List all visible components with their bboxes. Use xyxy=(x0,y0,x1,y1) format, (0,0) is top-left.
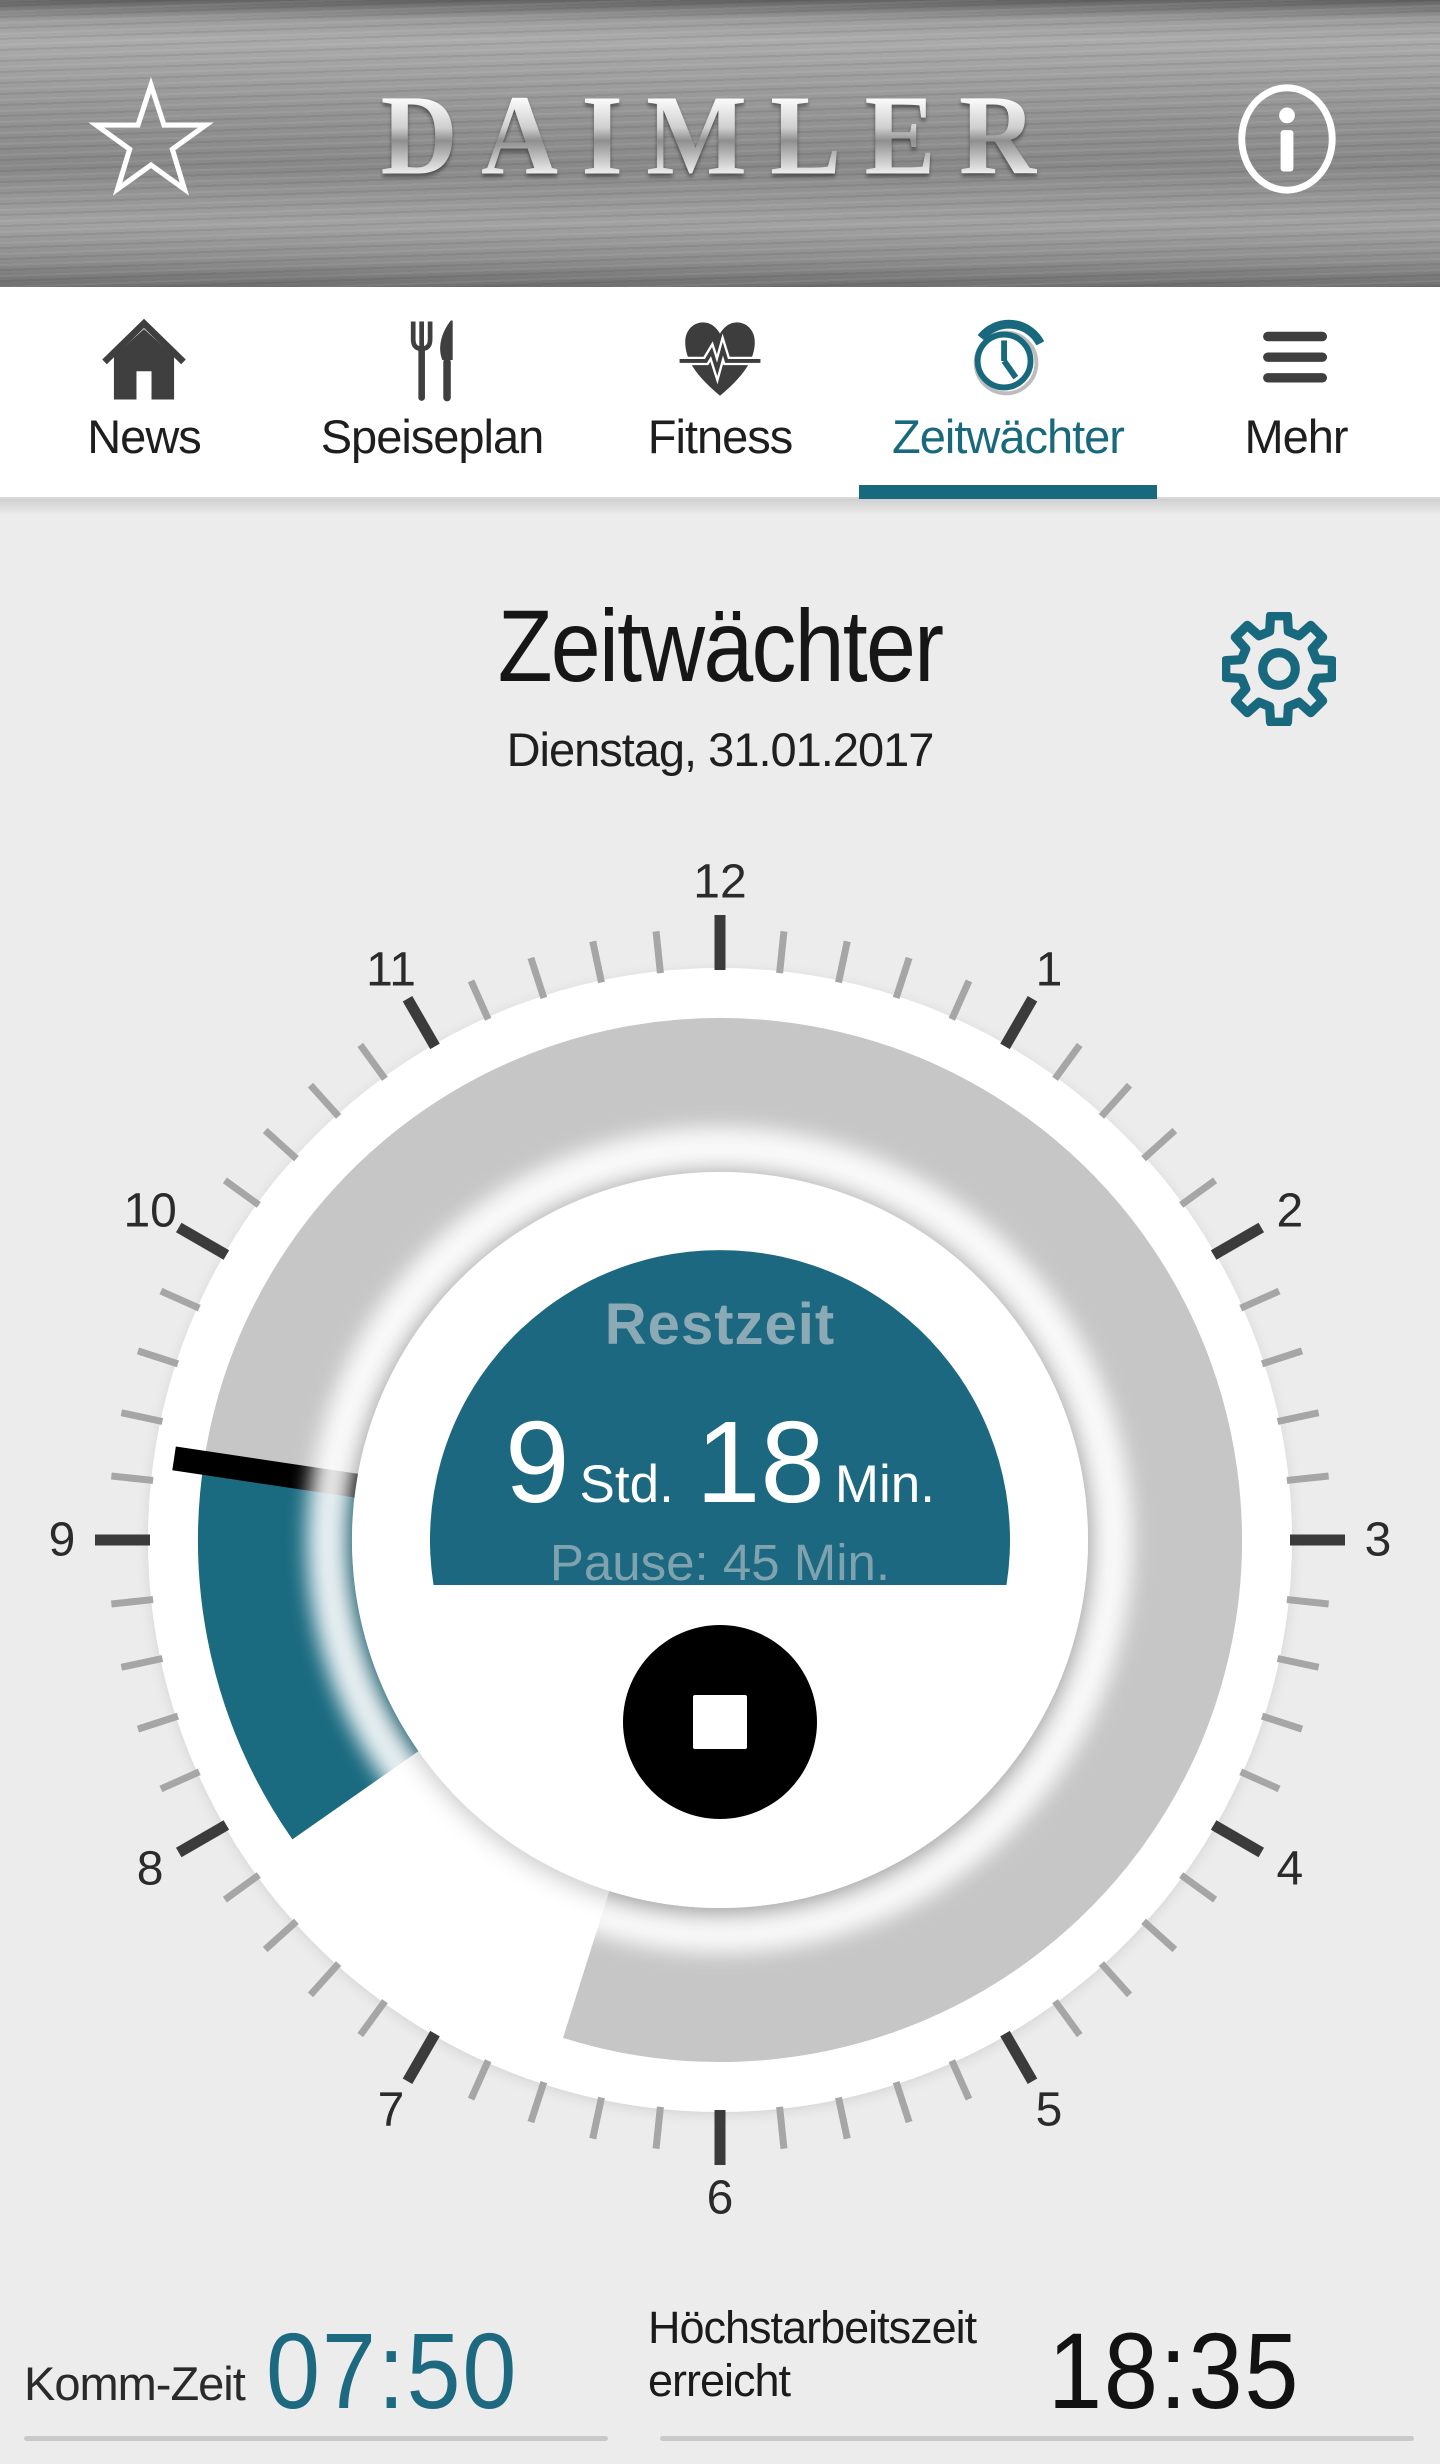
max-worktime-label-line1: Höchstarbeitszeit xyxy=(648,2302,977,2353)
info-icon xyxy=(1228,84,1346,201)
remaining-time-value: 9 Std. 18 Min. xyxy=(505,1397,935,1527)
svg-text:7: 7 xyxy=(378,2083,405,2136)
svg-text:9: 9 xyxy=(49,1514,76,1567)
max-worktime-label-line2: erreicht xyxy=(648,2354,791,2406)
heart-pulse-icon xyxy=(673,313,767,407)
menu-icon xyxy=(1249,313,1343,407)
svg-text:2: 2 xyxy=(1276,1185,1303,1238)
clock-icon xyxy=(961,313,1055,407)
svg-text:1: 1 xyxy=(1036,944,1063,997)
star-icon xyxy=(86,76,216,207)
svg-text:12: 12 xyxy=(693,856,746,909)
home-icon xyxy=(97,313,191,407)
tab-label: Mehr xyxy=(1244,410,1348,463)
svg-text:11: 11 xyxy=(366,944,416,997)
work-time-arcs xyxy=(198,1018,1242,2062)
stop-button[interactable] xyxy=(623,1625,817,1819)
tab-news[interactable]: News xyxy=(0,287,288,497)
info-button[interactable] xyxy=(1228,80,1346,198)
svg-text:10: 10 xyxy=(123,1185,176,1238)
restzeit-dome xyxy=(430,1250,1011,1585)
svg-text:5: 5 xyxy=(1036,2083,1063,2136)
nav-shadow xyxy=(0,499,1440,515)
restzeit-label: Restzeit xyxy=(605,1292,835,1357)
remaining-hours-unit: Std. xyxy=(580,1455,674,1514)
svg-text:3: 3 xyxy=(1365,1514,1392,1567)
max-worktime-value: 18:35 xyxy=(1048,2310,1301,2431)
tab-mehr[interactable]: Mehr xyxy=(1152,287,1440,497)
page-date: Dienstag, 31.01.2017 xyxy=(506,723,935,776)
come-time-value: 07:50 xyxy=(266,2310,519,2431)
daimler-logo: DAIMLER xyxy=(22,69,1419,201)
tab-fitness[interactable]: Fitness xyxy=(576,287,864,497)
remaining-hours: 9 xyxy=(505,1397,570,1527)
active-tab-indicator xyxy=(859,485,1157,499)
tab-bar: News Speiseplan xyxy=(0,287,1440,499)
inner-glow xyxy=(307,1127,1133,1953)
footer-divider-right xyxy=(660,2436,1414,2441)
favorite-star-button[interactable] xyxy=(86,74,216,204)
tab-label: News xyxy=(87,410,202,463)
gear-icon xyxy=(1221,611,1337,729)
remaining-minutes-unit: Min. xyxy=(835,1455,935,1514)
tab-zeitwaechter[interactable]: Zeitwächter xyxy=(859,287,1157,499)
header-bar: DAIMLER xyxy=(0,0,1440,287)
come-time-label: Komm-Zeit xyxy=(24,2357,246,2410)
dial-ticks xyxy=(95,915,1345,2165)
page-title: Zeitwächter xyxy=(497,589,944,703)
remaining-minutes: 18 xyxy=(696,1397,825,1527)
tab-label: Fitness xyxy=(647,410,793,463)
tab-label: Zeitwächter xyxy=(892,410,1125,463)
svg-text:6: 6 xyxy=(707,2172,734,2225)
stop-icon xyxy=(693,1695,747,1749)
tab-speiseplan[interactable]: Speiseplan xyxy=(288,287,576,497)
utensils-icon xyxy=(385,313,479,407)
svg-text:4: 4 xyxy=(1276,1843,1303,1896)
tab-label: Speiseplan xyxy=(320,410,545,463)
pause-info: Pause: 45 Min. xyxy=(550,1534,890,1591)
settings-button[interactable] xyxy=(1221,611,1337,729)
svg-text:8: 8 xyxy=(137,1843,164,1896)
max-worktime-label: Höchstarbeitszeit erreicht xyxy=(648,2302,977,2407)
footer-divider-left xyxy=(24,2436,608,2441)
